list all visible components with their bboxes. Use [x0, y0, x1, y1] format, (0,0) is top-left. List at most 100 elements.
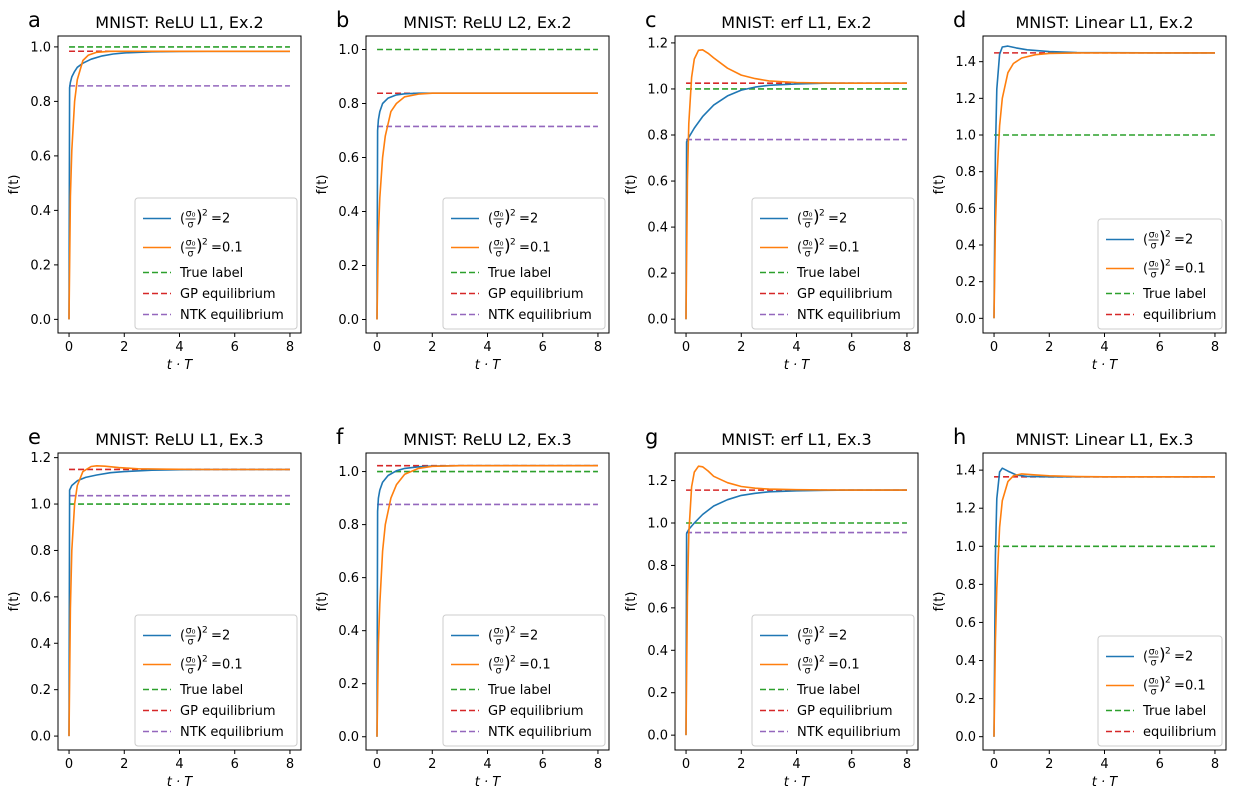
legend-box [1097, 635, 1223, 747]
legend-item-gp-equilibrium: GP equilibrium [451, 287, 583, 302]
paren-close: ) [813, 654, 820, 674]
y-axis-label: f(t) [7, 592, 22, 612]
fraction-numerator: σ₀ [1149, 647, 1159, 658]
y-tick-label: 0.2 [30, 683, 51, 698]
y-axis-label: f(t) [315, 175, 330, 195]
legend-item-gp-equilibrium: equilibrium [1106, 308, 1216, 323]
paren-close: ) [1159, 258, 1166, 278]
fraction-denominator: σ [187, 220, 193, 231]
fraction-numerator: σ₀ [186, 238, 196, 249]
legend-label: NTK equilibrium [180, 308, 284, 323]
series-sigma-0-1-curve [376, 92, 598, 320]
legend-item-ntk-equilibrium: NTK equilibrium [143, 725, 284, 740]
legend-item-true-label: True label [143, 683, 243, 698]
y-tick-label: 0.6 [338, 571, 359, 586]
paren-close: ) [1159, 646, 1166, 666]
x-tick-label: 6 [848, 340, 856, 355]
legend-label: NTK equilibrium [797, 725, 901, 740]
equals-sign: = [1174, 262, 1185, 277]
x-tick-label: 4 [175, 757, 183, 772]
exponent: 2 [202, 655, 208, 665]
y-tick-label: 1.2 [955, 92, 976, 107]
y-tick-label: 1.2 [647, 36, 668, 51]
legend-item-gp-equilibrium: equilibrium [1106, 725, 1216, 740]
legend-item-sigma-2: (σ₀σ) 2 = 2 [451, 208, 538, 231]
fraction-numerator: σ₀ [803, 238, 813, 249]
y-tick-label: 0.2 [647, 267, 668, 282]
legend-item-sigma-2: (σ₀σ) 2 = 2 [451, 625, 538, 648]
paren-close: ) [1159, 675, 1166, 695]
panel-g: MNIST: erf L1, Ex.3 g 0 2 4 6 8 0.0 0.2 0.4 0.6 0.8… [624, 425, 919, 790]
legend-value-sigma_0_1: 0.1 [1185, 262, 1206, 277]
fraction-denominator: σ [187, 637, 193, 648]
y-tick-label: 0.4 [30, 637, 51, 652]
fraction-denominator: σ [804, 637, 810, 648]
legend-item-gp-equilibrium: GP equilibrium [760, 704, 892, 719]
paren-open: ( [797, 658, 802, 673]
panel-letter: b [336, 8, 349, 32]
legend-item-gp-equilibrium: GP equilibrium [760, 287, 892, 302]
y-tick-label: 0.2 [338, 259, 359, 274]
legend-item-gp-equilibrium: GP equilibrium [143, 704, 275, 719]
x-tick-label: 4 [792, 340, 800, 355]
y-axis-label: f(t) [624, 592, 639, 612]
legend-box [134, 197, 298, 330]
y-tick-label: 0.0 [647, 313, 668, 328]
legend-item-sigma-0-1: (σ₀σ) 2 = 0.1 [143, 654, 243, 677]
panel-f: MNIST: ReLU L2, Ex.3 f 0 2 4 6 8 0.0 0.2 0.4 0.6 0.… [315, 425, 610, 790]
legend-item-ntk-equilibrium: NTK equilibrium [451, 725, 592, 740]
legend-label: GP equilibrium [797, 704, 892, 719]
y-tick-label: 0.0 [338, 730, 359, 745]
fraction-denominator: σ [495, 666, 501, 677]
fraction-numerator: σ₀ [1149, 230, 1159, 241]
y-tick-label: 0.4 [338, 205, 359, 220]
equals-sign: = [519, 658, 530, 673]
x-tick-label: 0 [682, 757, 690, 772]
legend-label: equilibrium [1143, 725, 1216, 740]
paren-close: ) [813, 237, 820, 257]
series-sigma-0-1-curve [68, 464, 290, 737]
fraction-numerator: σ₀ [1149, 676, 1159, 687]
y-tick-label: 1.4 [955, 464, 976, 479]
legend-item-sigma-2: (σ₀σ) 2 = 2 [1106, 229, 1193, 252]
legend-label: NTK equilibrium [488, 308, 592, 323]
legend-math-label: (σ₀σ) 2 = 2 [488, 625, 538, 648]
y-axis-label: f(t) [932, 175, 947, 195]
y-tick-label: 1.0 [338, 465, 359, 480]
y-tick-label: 0.6 [338, 151, 359, 166]
panel-title: MNIST: ReLU L1, Ex.2 [95, 13, 263, 32]
legend-item-sigma-0-1: (σ₀σ) 2 = 0.1 [143, 237, 243, 260]
legend-label: True label [179, 266, 243, 281]
paren-open: ( [488, 241, 493, 256]
exponent: 2 [1165, 259, 1171, 269]
paren-close: ) [504, 208, 511, 228]
legend-box [442, 197, 606, 330]
x-tick-label: 8 [1211, 340, 1219, 355]
y-tick-label: 0.0 [30, 313, 51, 328]
y-tick-label: 1.0 [338, 43, 359, 58]
y-tick-label: 1.2 [647, 474, 668, 489]
legend-value-sigma_0_1: 0.1 [530, 241, 551, 256]
fraction-numerator: σ₀ [494, 626, 504, 637]
paren-open: ( [797, 212, 802, 227]
fraction-denominator: σ [187, 666, 193, 677]
y-tick-label: 0.4 [647, 644, 668, 659]
x-tick-label: 0 [373, 340, 381, 355]
fraction-denominator: σ [1150, 241, 1156, 252]
y-tick-label: 1.0 [30, 40, 51, 55]
legend-math-label: (σ₀σ) 2 = 2 [180, 625, 230, 648]
exponent: 2 [819, 238, 825, 248]
paren-open: ( [180, 629, 185, 644]
x-tick-label: 8 [903, 757, 911, 772]
legend-box [442, 614, 606, 747]
paren-close: ) [813, 625, 820, 645]
legend-value-sigma_0_1: 0.1 [1185, 679, 1206, 694]
paren-close: ) [196, 208, 203, 228]
panel-letter: f [336, 425, 344, 449]
y-tick-label: 0.0 [647, 729, 668, 744]
legend-item-true-label: True label [1106, 287, 1206, 302]
